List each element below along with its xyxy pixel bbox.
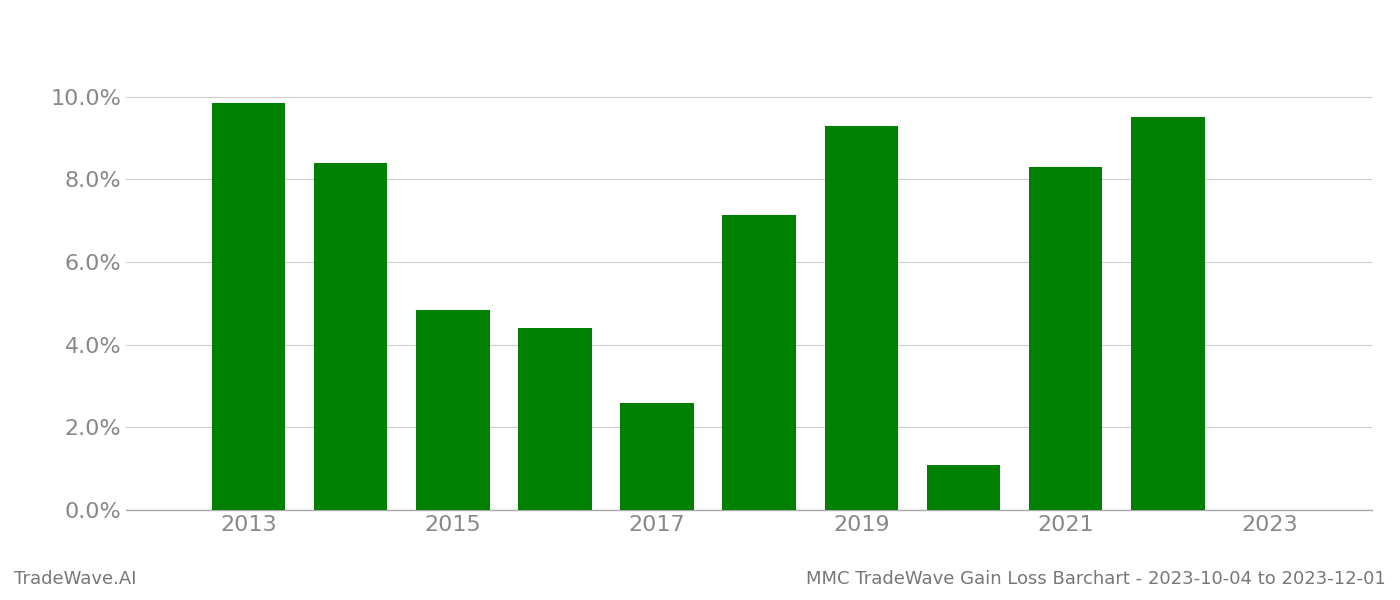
Bar (518, 328, 592, 510)
Bar (620, 403, 694, 510)
Bar (211, 103, 286, 510)
Bar (314, 163, 388, 510)
Text: TradeWave.AI: TradeWave.AI (14, 570, 137, 588)
Bar (1131, 118, 1204, 510)
Bar (825, 126, 899, 510)
Bar (1029, 167, 1102, 510)
Bar (927, 464, 1000, 510)
Text: MMC TradeWave Gain Loss Barchart - 2023-10-04 to 2023-12-01: MMC TradeWave Gain Loss Barchart - 2023-… (806, 570, 1386, 588)
Bar (722, 215, 797, 510)
Bar (416, 310, 490, 510)
